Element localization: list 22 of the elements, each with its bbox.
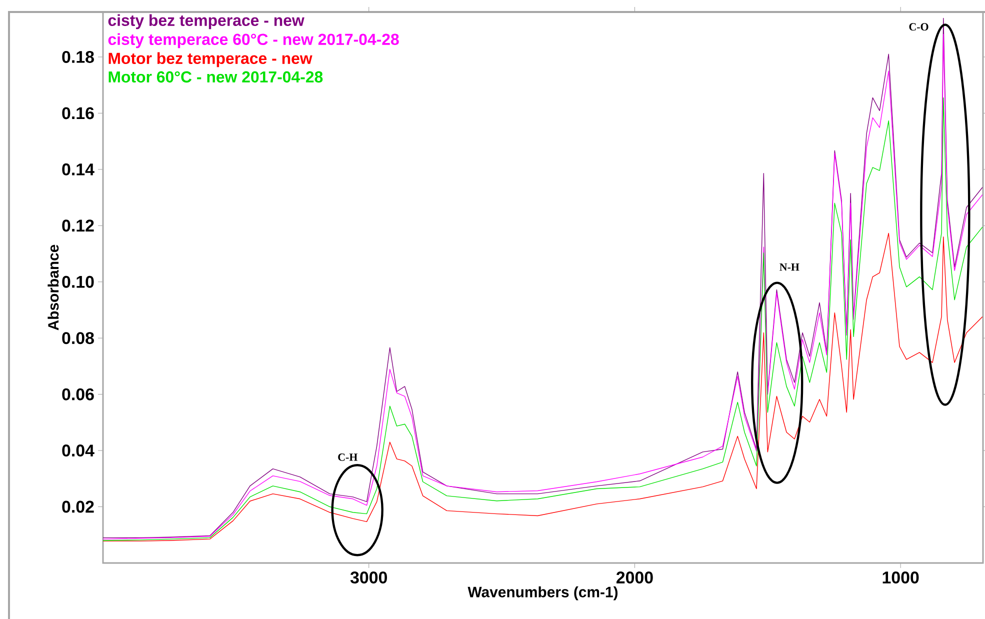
y-axis-title: Absorbance	[48, 244, 59, 330]
annotation: N-H	[780, 264, 800, 271]
y-tick-label: 0.06	[62, 388, 94, 400]
annotation: C-H	[338, 454, 358, 461]
annotation: C-O	[909, 23, 928, 31]
y-tick-label: 0.04	[62, 444, 94, 457]
x-tick-label: 1000	[882, 572, 919, 584]
y-tick-label: 0.02	[62, 500, 94, 513]
y-tick-label: 0.16	[62, 107, 94, 120]
x-axis-title: Wavenumbers (cm-1)	[468, 586, 618, 600]
x-tick-label: 3000	[350, 572, 387, 584]
text: Motor bez temperace - new	[108, 52, 312, 68]
text: cisty bez temperace - new	[108, 14, 304, 30]
y-tick-label: 0.14	[62, 163, 94, 176]
text: cisty temperace 60°C - new 2017-04-28	[108, 33, 399, 48]
y-tick-label: 0.08	[62, 332, 94, 344]
line-series	[102, 232, 983, 542]
y-tick-label: 0.18	[62, 50, 94, 63]
text: Motor 60°C - new 2017-04-28	[108, 71, 323, 83]
y-tick-label: 0.12	[62, 220, 94, 232]
x-tick-label: 2000	[616, 572, 653, 584]
y-tick-label: 0.10	[62, 276, 94, 288]
